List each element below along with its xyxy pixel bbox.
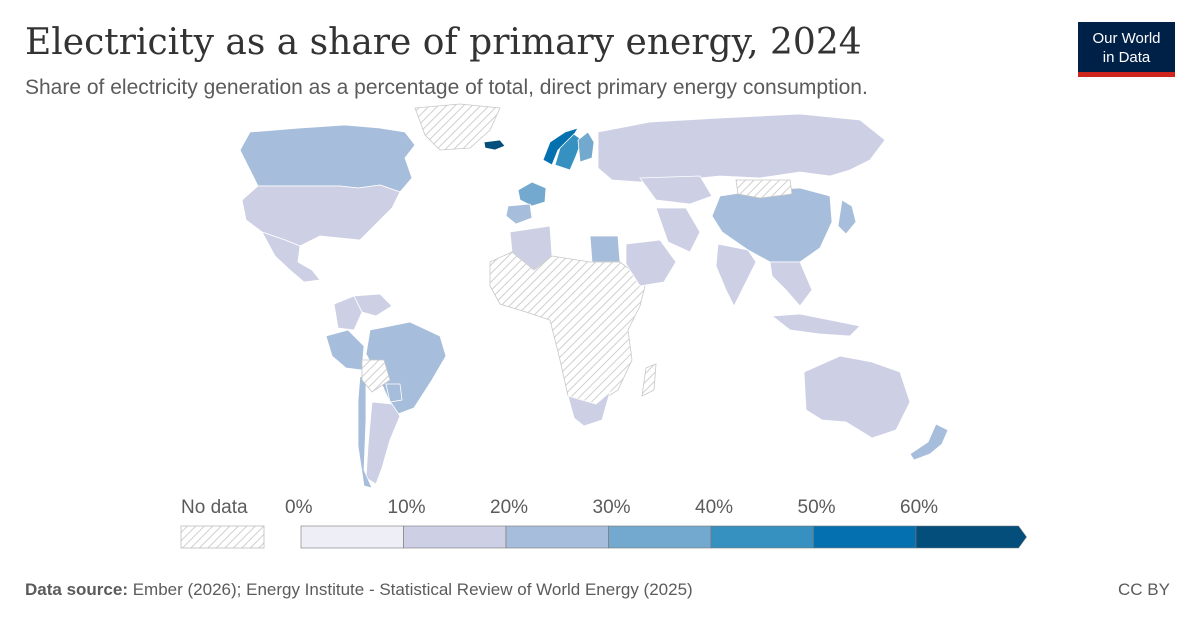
region-france[interactable] <box>517 181 547 207</box>
legend-bin-2 <box>505 525 609 549</box>
region-kazakhstan[interactable] <box>639 175 713 205</box>
region-paraguay[interactable] <box>385 383 403 403</box>
legend-bin-3 <box>608 525 712 549</box>
legend-label-3: 30% <box>592 497 631 518</box>
legend-label-4: 40% <box>695 497 734 518</box>
region-canada[interactable] <box>239 124 416 193</box>
region-mongolia[interactable] <box>735 179 793 199</box>
region-finland[interactable] <box>577 131 595 163</box>
region-saudi-arabia[interactable] <box>625 239 677 287</box>
legend-label-0: 0% <box>285 497 313 518</box>
region-united-states[interactable] <box>241 184 401 247</box>
data-source: Data source: Ember (2026); Energy Instit… <box>25 580 693 600</box>
region-russia[interactable] <box>597 113 886 183</box>
legend-bin-5 <box>813 525 917 549</box>
region-south-africa[interactable] <box>567 390 611 427</box>
region-bolivia[interactable] <box>361 359 391 393</box>
license-link[interactable]: CC BY <box>1118 580 1170 599</box>
legend-bin-0 <box>300 525 404 549</box>
logo-line-2: in Data <box>1102 49 1151 66</box>
data-source-label: Data source: <box>25 580 128 599</box>
region-china[interactable] <box>711 187 833 263</box>
owid-logo[interactable]: Our World in Data <box>1078 22 1175 77</box>
region-madagascar[interactable] <box>641 363 657 397</box>
logo-line-1: Our World <box>1092 30 1161 47</box>
region-mexico[interactable] <box>261 231 321 283</box>
data-source-text: Ember (2026); Energy Institute - Statist… <box>132 580 693 599</box>
legend-bin-1 <box>403 525 507 549</box>
region-japan[interactable] <box>837 199 857 235</box>
region-chile[interactable] <box>357 375 373 489</box>
no-data-label: No data <box>181 497 248 518</box>
region-indonesia[interactable] <box>770 313 861 337</box>
region-norway[interactable] <box>542 127 579 166</box>
region-spain[interactable] <box>505 203 533 225</box>
region-new-zealand[interactable] <box>909 423 949 461</box>
legend-label-5: 50% <box>797 497 836 518</box>
region-argentina[interactable] <box>365 401 401 485</box>
legend-label-2: 20% <box>490 497 529 518</box>
region-venezuela[interactable] <box>353 293 393 317</box>
legend-label-1: 10% <box>387 497 426 518</box>
region-india[interactable] <box>715 243 757 307</box>
chart-title: Electricity as a share of primary energy… <box>25 22 862 63</box>
legend-bin-4 <box>710 525 814 549</box>
legend-bin-6 <box>915 525 1027 549</box>
region-iceland[interactable] <box>483 139 506 151</box>
region-southeast-asia[interactable] <box>769 261 813 307</box>
region-greenland[interactable] <box>414 103 501 151</box>
region-colombia[interactable] <box>333 295 363 331</box>
legend-label-6: 60% <box>900 497 939 518</box>
chart-subtitle: Share of electricity generation as a per… <box>25 76 868 99</box>
region-iran[interactable] <box>655 207 701 253</box>
region-australia[interactable] <box>803 355 911 439</box>
region-sub-saharan-africa[interactable] <box>489 251 647 405</box>
legend-no-data-swatch <box>180 525 265 549</box>
